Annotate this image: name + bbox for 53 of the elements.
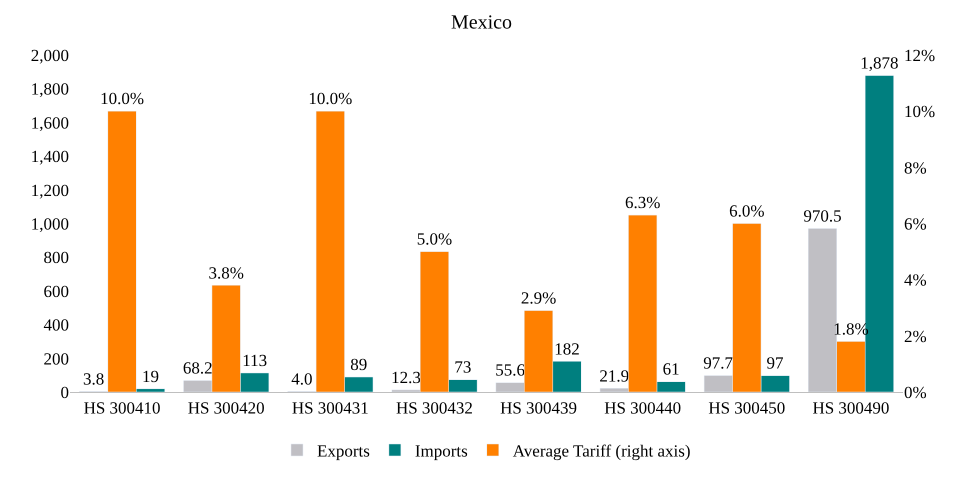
- x-tick-label: HS 300431: [292, 398, 369, 418]
- y-tick-label: 600: [44, 282, 69, 301]
- chart-title: Mexico: [450, 11, 512, 34]
- data-label: 68.2: [182, 358, 213, 378]
- y-tick-label: 1,600: [30, 113, 69, 132]
- x-tick-label: HS 300450: [708, 398, 786, 418]
- y2-tick-label: 12%: [904, 46, 936, 65]
- y2-tick-label: 6%: [904, 214, 927, 234]
- y2-tick-label: 10%: [904, 102, 936, 122]
- y-tick-label: 1,400: [30, 147, 69, 166]
- y-tick-label: 1,200: [30, 180, 69, 200]
- y2-tick-label: 2%: [904, 326, 927, 346]
- y-tick-label: 400: [44, 316, 69, 335]
- data-label: 3.8%: [208, 263, 244, 282]
- x-tick-label: HS 300440: [604, 398, 682, 418]
- data-label: 4.0: [291, 369, 312, 388]
- x-tick-label: HS 300490: [812, 398, 890, 418]
- data-label: 3.8: [82, 369, 104, 388]
- y-tick-label: 0: [60, 382, 69, 402]
- data-label: 10.0%: [308, 89, 352, 108]
- data-label: 6.3%: [624, 193, 660, 212]
- y2-tick-label: 8%: [904, 158, 927, 178]
- x-tick-label: HS 300420: [188, 398, 265, 418]
- data-label: 97: [766, 354, 784, 373]
- legend-label: Imports: [414, 442, 468, 461]
- data-label: 21.9: [599, 366, 630, 386]
- y-tick-label: 1,000: [30, 214, 69, 234]
- x-tick-label: HS 300439: [500, 398, 578, 418]
- legend-label: Average Tariff (right axis): [512, 442, 690, 461]
- data-label: 113: [242, 350, 268, 370]
- y-tick-label: 2,000: [30, 46, 69, 65]
- data-label: 19: [142, 366, 160, 386]
- data-label: 73: [454, 358, 472, 377]
- data-label: 182: [554, 339, 580, 358]
- data-label: 2.9%: [520, 288, 556, 308]
- data-label: 5.0%: [416, 230, 452, 249]
- data-label: 1,878: [860, 54, 899, 73]
- data-label: 55.6: [495, 360, 525, 380]
- y2-tick-label: 4%: [904, 270, 927, 290]
- data-label: 6.0%: [729, 202, 765, 220]
- data-label: 89: [350, 355, 368, 374]
- legend-label: Exports: [317, 442, 370, 461]
- y-tick-label: 200: [44, 349, 69, 368]
- data-label: 10.0%: [100, 89, 144, 108]
- data-label: 61: [662, 360, 680, 379]
- data-label: 97.7: [703, 354, 734, 373]
- x-tick-label: HS 300432: [396, 398, 473, 418]
- y-tick-label: 800: [44, 248, 69, 268]
- y2-tick-label: 0%: [904, 382, 927, 402]
- data-label: 12.3: [391, 368, 421, 387]
- data-label: 970.5: [803, 206, 842, 226]
- x-tick-label: HS 300410: [84, 398, 161, 418]
- y-tick-label: 1,800: [30, 80, 69, 99]
